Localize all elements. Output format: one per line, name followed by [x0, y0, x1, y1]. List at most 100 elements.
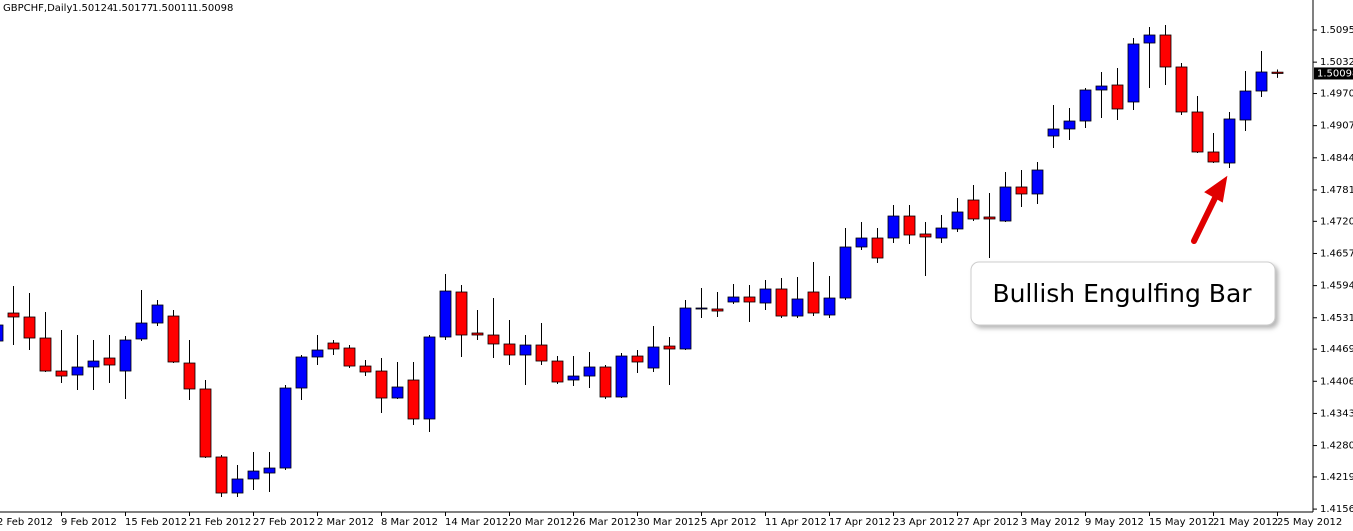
candle-body: [871, 237, 884, 259]
candle-body: [1159, 34, 1172, 68]
candle-body: [535, 344, 548, 362]
candle-body: [999, 186, 1012, 222]
y-tick-label: 1.44695: [1320, 344, 1353, 355]
candle-body: [359, 365, 372, 373]
x-tick-label: 2 Feb 2012: [0, 517, 53, 528]
candle-body: [695, 307, 708, 310]
candle-body: [919, 233, 932, 238]
candle-body: [1015, 186, 1028, 195]
candle-body: [1271, 71, 1284, 74]
y-tick-label: 1.44065: [1320, 376, 1353, 387]
candle-body: [935, 227, 948, 239]
x-tick-label: 30 Mar 2012: [637, 517, 700, 528]
candle-body: [711, 308, 724, 312]
y-tick-label: 1.47200: [1320, 216, 1353, 227]
y-tick-label: 1.47815: [1320, 185, 1353, 196]
candle-body: [1047, 128, 1060, 137]
x-tick-label: 9 May 2012: [1085, 517, 1144, 528]
candle-body: [215, 456, 228, 494]
candle-body: [487, 334, 500, 345]
ohlc-high: 1.50177: [112, 3, 153, 14]
candle-body: [471, 332, 484, 336]
candle-body: [903, 215, 916, 236]
candle-body: [503, 343, 516, 356]
x-tick-label: 20 Mar 2012: [509, 517, 572, 528]
candle-body: [839, 246, 852, 299]
y-tick-label: 1.46570: [1320, 248, 1353, 259]
candle-body: [55, 370, 68, 377]
last-price-label: 1.50098: [1317, 68, 1353, 79]
candle-body: [263, 467, 276, 474]
y-tick-label: 1.48445: [1320, 153, 1353, 164]
arrow-shaft: [1191, 193, 1219, 244]
ohlc-low: 1.50011: [152, 3, 193, 14]
y-tick-label: 1.49705: [1320, 89, 1353, 100]
y-tick-label: 1.42190: [1320, 472, 1353, 483]
candle-body: [407, 379, 420, 420]
candle-body: [631, 355, 644, 363]
candle-body: [759, 288, 772, 304]
y-tick-label: 1.42805: [1320, 441, 1353, 452]
x-tick-label: 27 Apr 2012: [957, 517, 1019, 528]
x-tick-label: 8 Mar 2012: [381, 517, 438, 528]
candle-body: [311, 349, 324, 358]
x-tick-label: 5 Apr 2012: [701, 517, 756, 528]
candle-body: [551, 360, 564, 383]
candle-body: [39, 337, 52, 372]
y-tick-label: 1.41560: [1320, 504, 1353, 515]
y-tick-label: 1.49075: [1320, 121, 1353, 132]
candle-body: [455, 291, 468, 336]
x-tick-label: 25 May 2012: [1277, 517, 1342, 528]
candle-body: [199, 388, 212, 458]
x-tick-label: 26 Mar 2012: [573, 517, 636, 528]
arrow-head: [1204, 175, 1228, 203]
candle-body: [135, 322, 148, 340]
y-tick-label: 1.45940: [1320, 281, 1353, 292]
candle-body: [615, 355, 628, 398]
candle-body: [727, 296, 740, 303]
candle-body: [7, 312, 20, 318]
candle-body: [71, 366, 84, 376]
chart-title: GBPCHF,Daily: [3, 3, 72, 14]
candle-body: [167, 315, 180, 363]
annotation-box: [970, 261, 1276, 326]
candle-body: [375, 370, 388, 399]
candle-body: [775, 288, 788, 317]
candle-body: [807, 291, 820, 314]
y-tick-label: 1.50320: [1320, 57, 1353, 68]
candles: [0, 25, 1284, 497]
candle-body: [1079, 89, 1092, 122]
candle-body: [951, 211, 964, 230]
candle-body: [23, 316, 36, 339]
candle-body: [887, 215, 900, 239]
candle-body: [343, 347, 356, 367]
x-tick-label: 21 May 2012: [1213, 517, 1278, 528]
x-tick-label: 23 Apr 2012: [893, 517, 955, 528]
candle-body: [1239, 90, 1252, 121]
candle-body: [1031, 169, 1044, 195]
candle-body: [247, 470, 260, 480]
candle-body: [1191, 111, 1204, 153]
x-tick-label: 15 Feb 2012: [125, 517, 187, 528]
candle-body: [647, 346, 660, 369]
annotation: Bullish Engulfing Bar: [992, 279, 1252, 308]
candle-body: [1095, 85, 1108, 91]
candle-body: [791, 298, 804, 317]
candle-body: [583, 366, 596, 377]
candle-body: [1175, 66, 1188, 113]
candle-body: [103, 357, 116, 366]
candle-body: [439, 290, 452, 338]
candle-body: [327, 342, 340, 350]
candle-body: [679, 307, 692, 350]
y-tick-label: 1.45310: [1320, 313, 1353, 324]
candle-body: [279, 387, 292, 469]
x-tick-label: 17 Apr 2012: [829, 517, 891, 528]
candle-body: [0, 324, 4, 342]
x-tick-label: 14 Mar 2012: [445, 517, 508, 528]
x-tick-label: 11 Apr 2012: [765, 517, 827, 528]
x-tick-label: 3 May 2012: [1021, 517, 1080, 528]
candle-body: [823, 297, 836, 316]
last-price-box: [1314, 67, 1353, 80]
